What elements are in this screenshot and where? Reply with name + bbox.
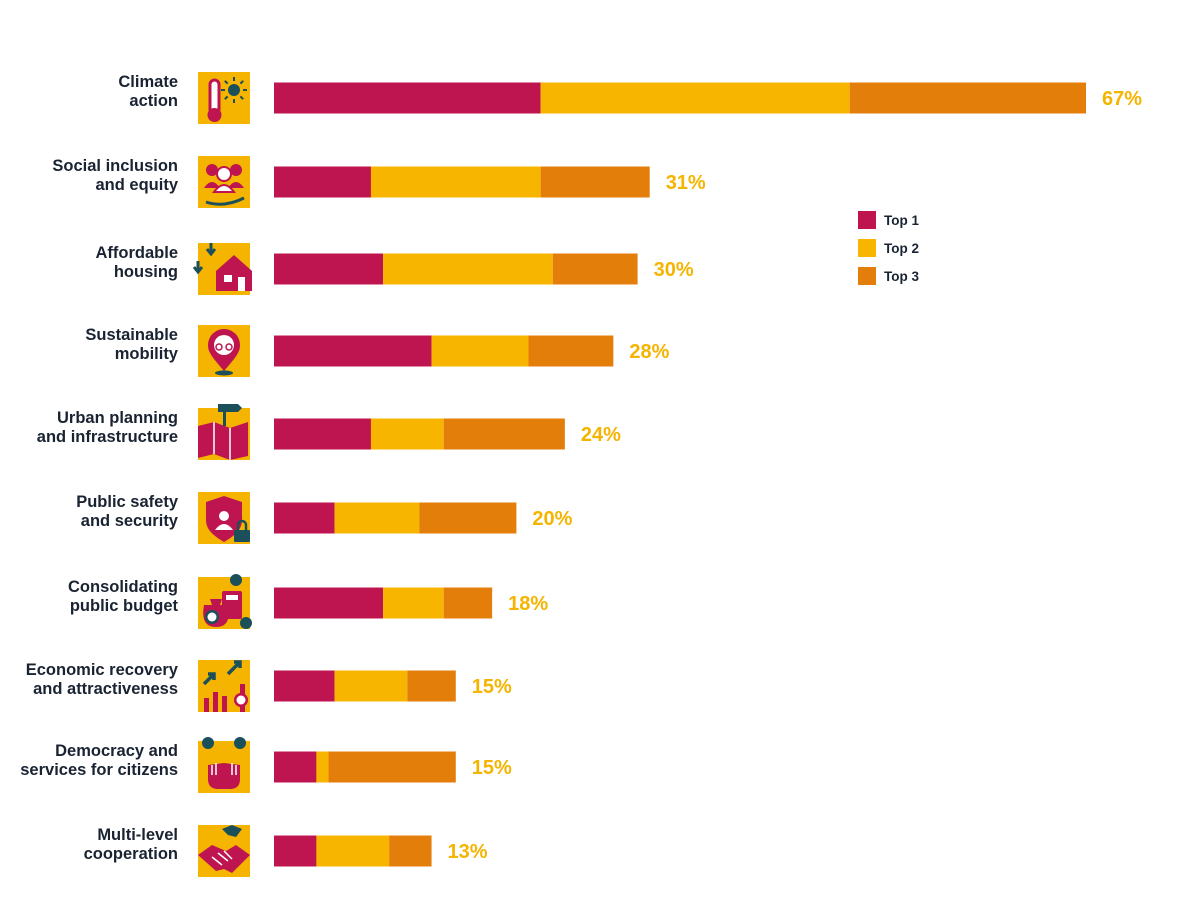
bar-segment-top-3: [443, 418, 565, 450]
category-label-line: Urban planning: [57, 409, 178, 427]
category-label-line: and infrastructure: [37, 428, 178, 446]
growth-bars-euro-icon: [198, 660, 250, 712]
total-label: 28%: [629, 341, 669, 363]
bar-segment-top-3: [407, 670, 456, 702]
category-row: Climate action 67%: [118, 72, 1142, 124]
people-hand-icon: [198, 156, 250, 208]
thermometer-sun-icon: [198, 72, 250, 124]
bar-segment-top-3: [849, 82, 1086, 114]
category-label-line: Consolidating: [68, 578, 178, 596]
bar-segment-top-1: [274, 335, 432, 367]
bar-segment-top-2: [370, 418, 444, 450]
total-label: 15%: [472, 757, 512, 779]
bar-segment-top-1: [274, 835, 317, 867]
category-label-line: Economic recovery: [26, 661, 179, 679]
total-label: 67%: [1102, 88, 1142, 110]
total-label: 20%: [532, 508, 572, 530]
total-label: 31%: [666, 172, 706, 194]
legend: Top 1 Top 2 Top 3: [858, 211, 919, 285]
category-label: Consolidating public budget: [68, 578, 179, 615]
bar-segment-top-2: [383, 587, 444, 619]
category-label-line: and attractiveness: [33, 680, 178, 698]
category-row: Social inclusion and equity 31%: [52, 156, 706, 208]
bar-segment-top-2: [316, 751, 329, 783]
bar-segment-top-1: [274, 253, 384, 285]
category-row: Economic recovery and attractiveness 15%: [26, 660, 512, 712]
bar-segment-top-3: [540, 166, 650, 198]
bar-segment-top-3: [389, 835, 432, 867]
map-signpost-icon: [198, 404, 250, 460]
bar-segment-top-2: [540, 82, 850, 114]
bar-segment-top-2: [334, 502, 420, 534]
house-arrows-icon: [192, 243, 252, 295]
bar-segment-top-3: [419, 502, 517, 534]
legend-label: Top 2: [884, 241, 919, 256]
bar-segment-top-2: [334, 670, 408, 702]
shield-user-lock-icon: [198, 492, 250, 544]
category-label-line: and equity: [95, 176, 178, 194]
category-label-line: Democracy and: [55, 742, 178, 760]
category-row: Sustainable mobility 28%: [85, 325, 670, 377]
bar-segment-top-2: [370, 166, 541, 198]
money-bag-calculator-icon: [198, 574, 252, 629]
bar-segment-top-3: [328, 751, 456, 783]
bar-segment-top-2: [383, 253, 553, 285]
category-label-line: public budget: [70, 597, 179, 615]
category-label-line: action: [129, 92, 178, 110]
bar-segment-top-1: [274, 751, 317, 783]
category-label: Democracy and services for citizens: [20, 742, 178, 779]
bar-segment-top-3: [443, 587, 493, 619]
category-row: Democracy and services for citizens 15%: [20, 737, 512, 793]
category-label-line: Affordable: [96, 244, 179, 262]
category-label-line: and security: [81, 512, 179, 530]
category-label: Climate action: [118, 73, 178, 110]
bar-segment-top-2: [431, 335, 529, 367]
category-label-line: Sustainable: [85, 326, 178, 344]
category-row: Public safety and security 20%: [76, 492, 573, 544]
category-label: Public safety and security: [76, 493, 179, 530]
category-label-line: housing: [114, 263, 178, 281]
total-label: 18%: [508, 593, 548, 615]
total-label: 24%: [581, 424, 621, 446]
category-label: Sustainable mobility: [85, 326, 178, 363]
bar-segment-top-2: [316, 835, 390, 867]
category-row: Multi-level cooperation 13%: [84, 825, 488, 877]
category-label-line: cooperation: [84, 845, 178, 863]
bar-segment-top-1: [274, 587, 384, 619]
total-label: 15%: [472, 676, 512, 698]
handshake-icon: [198, 825, 250, 877]
category-label-line: Social inclusion: [52, 157, 178, 175]
bar-segment-top-1: [274, 166, 371, 198]
total-label: 13%: [448, 841, 488, 863]
category-label: Social inclusion and equity: [52, 157, 178, 194]
category-row: Consolidating public budget 18%: [68, 574, 548, 629]
bike-location-pin-icon: [198, 325, 250, 377]
bar-segment-top-1: [274, 502, 335, 534]
legend-swatch: [858, 211, 876, 229]
category-label-line: Public safety: [76, 493, 179, 511]
bar-segment-top-3: [552, 253, 638, 285]
bar-segment-top-3: [528, 335, 614, 367]
bar-segment-top-1: [274, 418, 371, 450]
legend-swatch: [858, 267, 876, 285]
category-row: Affordable housing 30%: [96, 243, 694, 295]
category-label: Affordable housing: [96, 244, 179, 281]
category-label-line: services for citizens: [20, 761, 178, 779]
category-label-line: mobility: [115, 345, 179, 363]
category-label-line: Climate: [118, 73, 178, 91]
category-label: Multi-level cooperation: [84, 826, 178, 863]
category-row: Urban planning and infrastructure 24%: [37, 404, 621, 460]
bar-segment-top-1: [274, 82, 541, 114]
category-label-line: Multi-level: [97, 826, 178, 844]
legend-label: Top 1: [884, 213, 919, 228]
total-label: 30%: [654, 259, 694, 281]
bar-segment-top-1: [274, 670, 335, 702]
raised-hands-vote-icon: [198, 737, 250, 793]
legend-label: Top 3: [884, 269, 919, 284]
category-label: Economic recovery and attractiveness: [26, 661, 179, 698]
legend-swatch: [858, 239, 876, 257]
category-label: Urban planning and infrastructure: [37, 409, 178, 446]
